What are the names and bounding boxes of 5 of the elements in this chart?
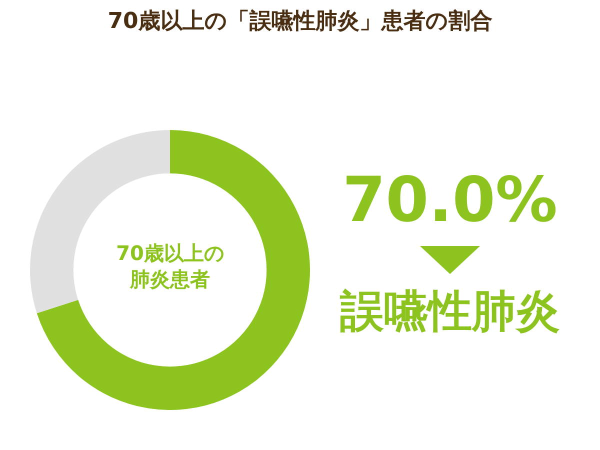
chart-title: 70歳以上の「誤嚥性肺炎」患者の割合	[106, 8, 494, 36]
text: 肺炎患者	[130, 267, 210, 291]
text: 70歳以上の	[116, 241, 224, 265]
legend-label: 誤嚥性肺炎	[338, 285, 561, 339]
data-label: 70.0%	[341, 162, 559, 238]
